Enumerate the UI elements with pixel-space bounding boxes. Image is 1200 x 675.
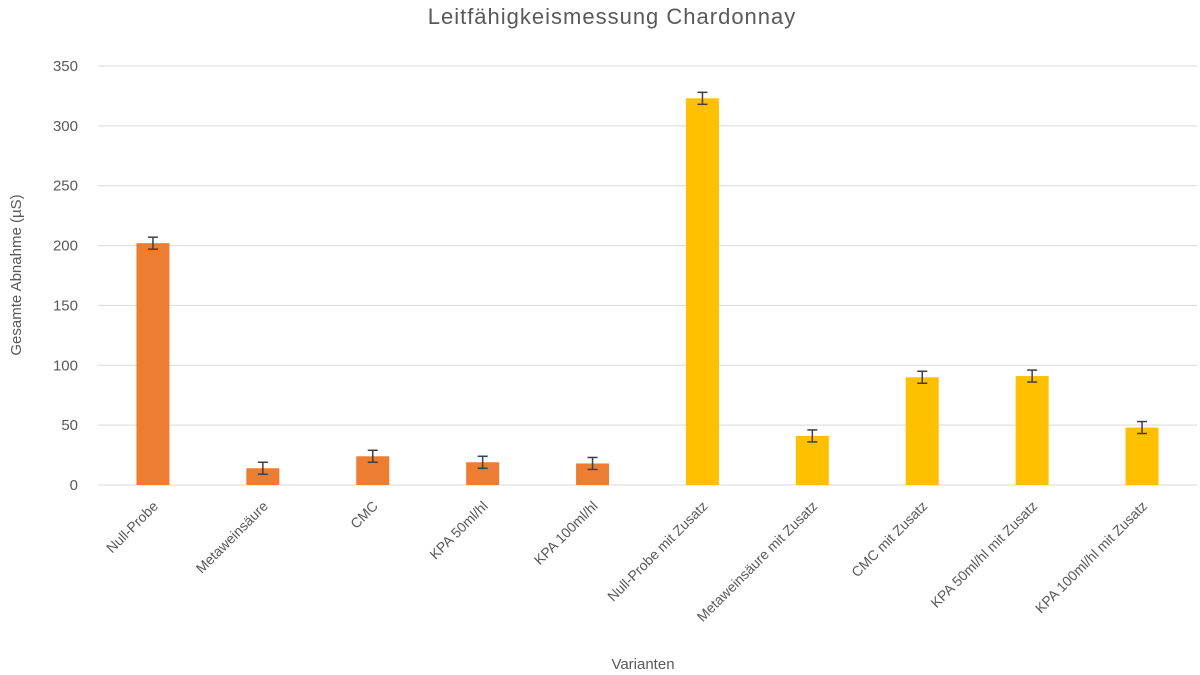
- bar: [1015, 376, 1049, 485]
- x-tick-label: KPA 50ml/hl: [426, 498, 491, 563]
- x-axis-label: Varianten: [611, 656, 674, 673]
- x-axis-ticks: Null-Probe Metaweinsäure CMC KPA 50ml/hl KPA…: [103, 498, 1150, 625]
- chart-title: Leitfähigkeismessung Chardonnay: [428, 4, 797, 29]
- error-bar: [257, 461, 268, 475]
- bar: [685, 98, 719, 485]
- y-tick-label: 150: [53, 297, 78, 314]
- x-tick-label: KPA 100ml/hl mit Zusatz: [1032, 498, 1150, 616]
- y-tick-label: 300: [53, 118, 78, 135]
- bar: [136, 243, 170, 485]
- error-bar: [367, 449, 378, 464]
- error-bar: [1027, 369, 1038, 383]
- gridlines: [98, 65, 1197, 486]
- error-bar: [1137, 420, 1148, 435]
- bars: [136, 98, 1159, 485]
- y-tick-label: 250: [53, 178, 78, 195]
- y-axis-ticks: 0 50 100 150 200 250 300 350: [53, 58, 78, 494]
- bar: [466, 462, 500, 485]
- error-bar: [917, 370, 928, 384]
- y-tick-label: 0: [70, 477, 78, 494]
- y-tick-label: 350: [53, 58, 78, 75]
- y-tick-label: 200: [53, 238, 78, 255]
- x-tick-label: Null-Probe: [103, 498, 161, 556]
- error-bar: [477, 455, 488, 469]
- y-tick-label: 100: [53, 357, 78, 374]
- error-bars: [147, 91, 1148, 475]
- bar: [576, 463, 610, 485]
- x-tick-label: KPA 100ml/hl: [531, 498, 601, 568]
- y-tick-label: 50: [61, 417, 78, 434]
- x-tick-label: CMC: [347, 498, 381, 532]
- x-tick-label: Metaweinsäure mit Zusatz: [694, 498, 821, 625]
- bar: [1125, 427, 1159, 485]
- error-bar: [807, 429, 818, 443]
- y-axis-label: Gesamte Abnahme (µS): [8, 194, 25, 355]
- bar: [795, 435, 829, 485]
- bar: [905, 377, 939, 485]
- error-bar: [587, 456, 598, 471]
- x-tick-label: KPA 50ml/hl mit Zusatz: [927, 498, 1040, 611]
- error-bar: [697, 91, 708, 106]
- bar: [246, 468, 280, 485]
- x-tick-label: Metaweinsäure: [193, 498, 272, 577]
- x-tick-label: CMC mit Zusatz: [848, 498, 930, 580]
- error-bar: [147, 236, 158, 250]
- x-tick-label: Null-Probe mit Zusatz: [604, 498, 710, 604]
